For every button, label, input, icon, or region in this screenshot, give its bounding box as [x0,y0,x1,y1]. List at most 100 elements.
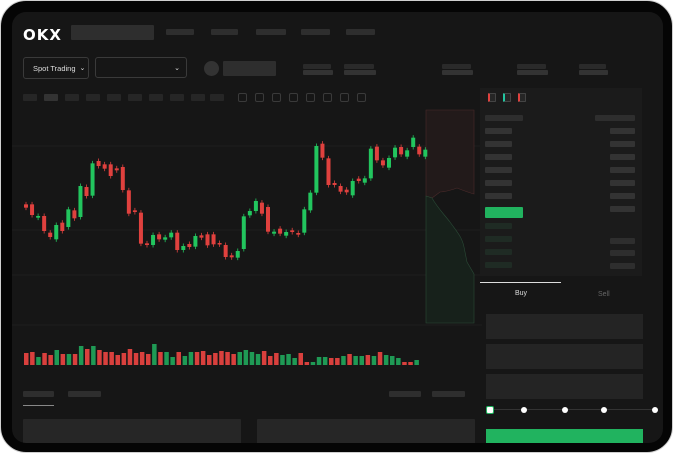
candle-up [362,178,367,183]
timeframe-button[interactable] [191,94,205,101]
bid-amount [610,250,635,256]
total-input[interactable] [486,374,643,399]
settings-icon[interactable] [323,93,332,102]
depth-bids-area [425,195,475,324]
stat-value [303,70,333,75]
stat-value [344,70,376,75]
candle-down [175,232,180,250]
tab-buy[interactable]: Buy [515,290,528,297]
nav-item[interactable] [301,29,330,35]
volume-bar [146,354,151,365]
timeframe-button[interactable] [170,94,184,101]
candle-up [193,236,198,247]
candle-up [393,147,398,158]
timeframe-button[interactable] [44,94,58,101]
slider-stop-25[interactable] [521,407,527,413]
volume-bar [280,355,285,365]
volume-bar [268,356,273,365]
fx-icon[interactable] [272,93,281,102]
candle-up [241,216,246,249]
filter-button[interactable] [389,391,421,397]
timeframe-button[interactable] [65,94,79,101]
bid-amount [610,238,635,244]
volume-bar [316,357,322,365]
volume-bar [408,362,413,365]
candle-down [259,202,264,214]
timeframe-button[interactable] [23,94,37,101]
buy-tab-underline [480,282,561,283]
volume-bar [322,357,328,365]
timeframe-button[interactable] [149,94,163,101]
volume-bar [292,358,297,365]
price-input[interactable] [486,314,643,339]
ask-amount [610,193,635,199]
timeframe-button[interactable] [128,94,142,101]
candle-up [78,186,83,217]
fullscreen-icon[interactable] [357,93,366,102]
tab-sell[interactable]: Sell [598,291,610,298]
orderbook-bids-icon[interactable] [503,93,511,102]
orderbook-both-icon[interactable] [488,93,496,102]
volume-bar [200,351,206,365]
stat-label [579,64,606,69]
volume-bar [85,349,90,365]
slider-handle[interactable] [486,406,494,414]
indicator-icon[interactable] [238,93,247,102]
ask-price [485,141,512,147]
orderbook-asks-icon[interactable] [518,93,526,102]
filter-button[interactable] [432,391,465,397]
candle-down [356,178,361,181]
nav-item[interactable] [166,29,194,35]
bid-price [485,249,512,255]
indicator-icon[interactable] [255,93,264,102]
nav-item[interactable] [256,29,286,35]
candle-up [247,211,252,216]
ask-price [485,154,512,160]
buy-button[interactable] [486,429,643,443]
candle-up [387,158,391,168]
slider-stop-75[interactable] [601,407,607,413]
line-tool-icon[interactable] [289,93,298,102]
candle-up [411,137,416,147]
candle-up [163,237,168,240]
tab-open-orders[interactable] [23,391,54,397]
candle-down [344,189,349,193]
timeframe-button[interactable] [86,94,100,101]
nav-item[interactable] [211,29,238,35]
stat-value [517,70,548,75]
volume-bar [207,355,212,365]
tab-order-history[interactable] [68,391,101,397]
candle-down [374,146,379,161]
slider-stop-50[interactable] [562,407,568,413]
search-bar[interactable] [71,25,154,40]
amount-input[interactable] [486,344,643,369]
price-chart[interactable] [12,12,482,392]
draw-icon[interactable] [306,93,315,102]
candle-up [368,148,373,179]
amount-slider[interactable] [490,409,658,410]
timeframe-button[interactable] [107,94,121,101]
stat-value [579,70,608,75]
timeframe-button[interactable] [210,94,224,101]
spot-trading-dropdown[interactable]: Spot Trading ⌄ [23,57,89,79]
volume-bar [359,356,364,365]
stat-value [442,70,473,75]
candle-up [272,231,277,234]
candle-down [199,235,204,238]
ask-amount [610,180,635,186]
candle-down [320,143,325,158]
volume-bar [176,352,181,365]
nav-item[interactable] [346,29,375,35]
pair-dropdown[interactable]: ⌄ [95,57,187,78]
magnet-icon[interactable] [340,93,349,102]
volume-bar [158,352,163,365]
candle-down [48,232,53,237]
pair-name [223,61,276,76]
volume-bar [54,350,59,365]
volume-bar [414,360,419,365]
depth-asks-area [425,109,475,199]
slider-stop-100[interactable] [652,407,658,413]
ask-price [485,128,512,134]
trading-screen: OKX Spot Trading ⌄ ⌄ Buy Sell [12,12,663,443]
candle-down [96,161,101,166]
